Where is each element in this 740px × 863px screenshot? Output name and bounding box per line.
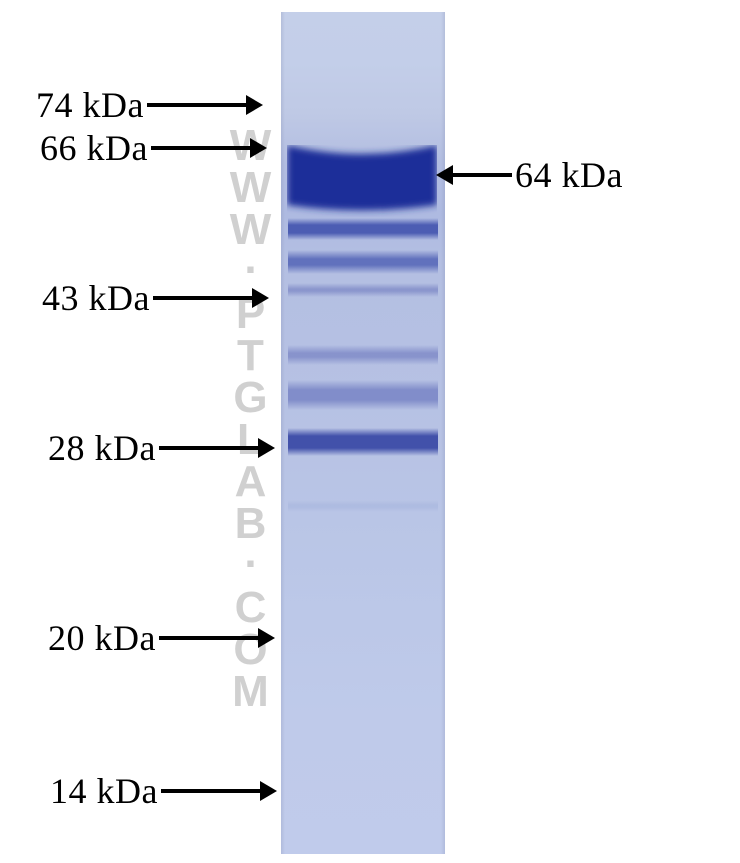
protein-band-band-36kda <box>288 345 438 365</box>
arrow-left-icon <box>452 173 512 177</box>
protein-band-band-43kda <box>288 283 438 297</box>
marker-label: 43 kDa <box>42 277 150 319</box>
marker-right-64kda: 64 kDa <box>452 157 623 193</box>
arrow-right-icon <box>161 789 261 793</box>
protein-band-faint-low <box>288 500 438 512</box>
arrow-right-icon <box>147 103 247 107</box>
marker-left-14kda: 14 kDa <box>50 773 261 809</box>
protein-band-band-28kda <box>288 428 438 456</box>
protein-band-band-33kda <box>288 380 438 410</box>
marker-label: 64 kDa <box>515 154 623 196</box>
marker-label: 74 kDa <box>36 84 144 126</box>
marker-label: 66 kDa <box>40 127 148 169</box>
arrow-right-icon <box>153 296 253 300</box>
marker-left-74kda: 74 kDa <box>36 87 247 123</box>
marker-label: 20 kDa <box>48 617 156 659</box>
protein-band-band-52kda <box>288 218 438 240</box>
gel-lane <box>281 12 445 854</box>
arrow-right-icon <box>159 636 259 640</box>
protein-band-main-64kda <box>287 145 437 223</box>
marker-label: 28 kDa <box>48 427 156 469</box>
protein-band-band-48kda <box>288 250 438 274</box>
marker-label: 14 kDa <box>50 770 158 812</box>
marker-left-20kda: 20 kDa <box>48 620 259 656</box>
marker-left-66kda: 66 kDa <box>40 130 251 166</box>
marker-left-28kda: 28 kDa <box>48 430 259 466</box>
arrow-right-icon <box>151 146 251 150</box>
marker-left-43kda: 43 kDa <box>42 280 253 316</box>
arrow-right-icon <box>159 446 259 450</box>
